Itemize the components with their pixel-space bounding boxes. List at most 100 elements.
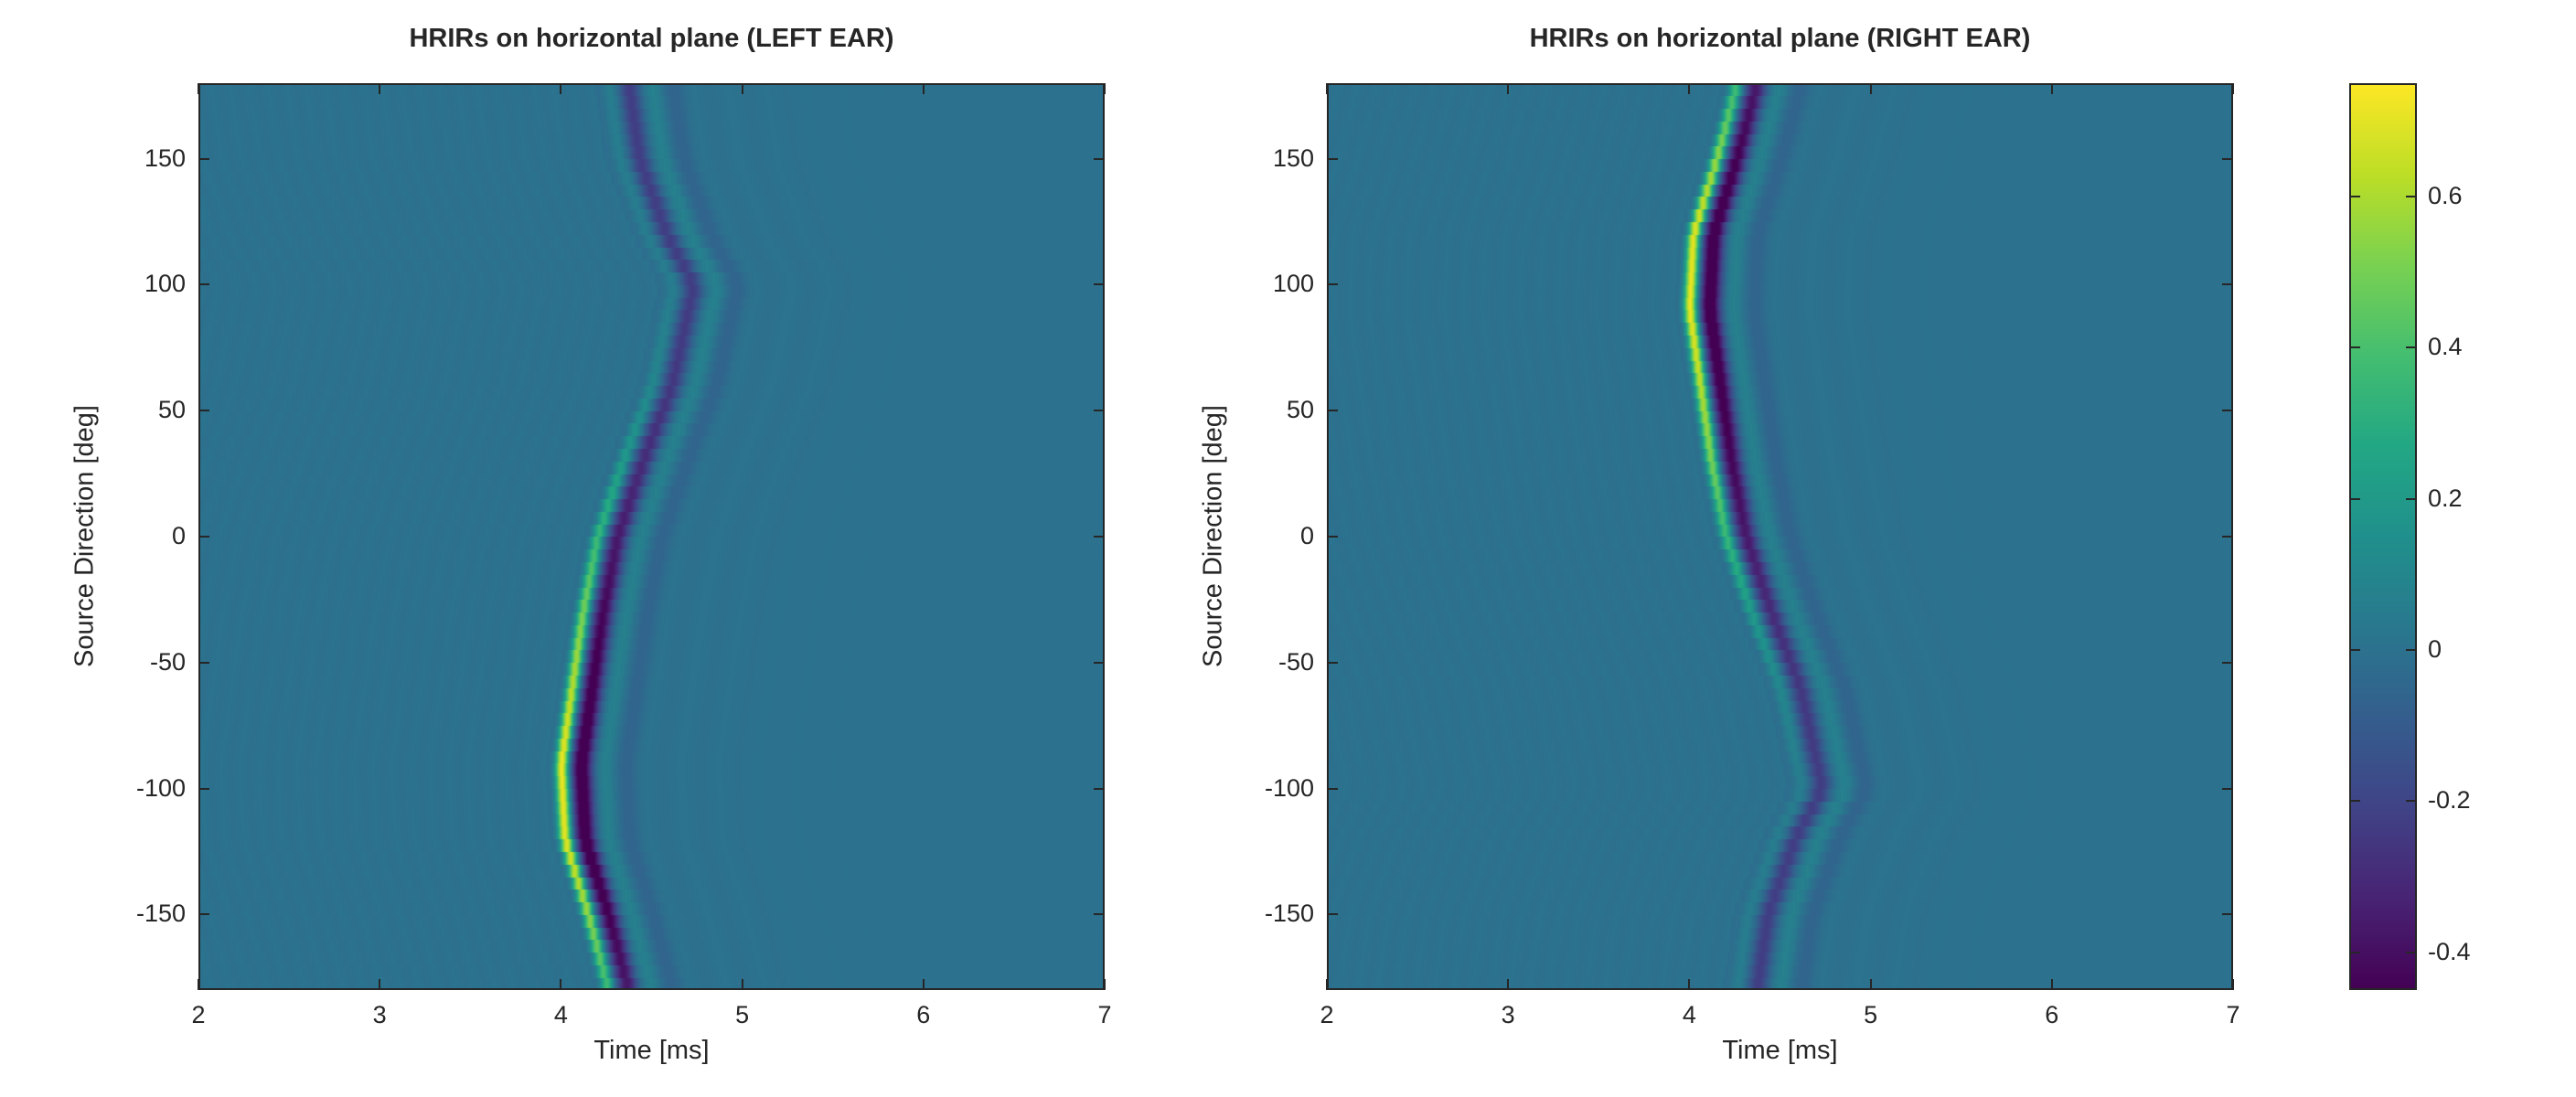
- colorbar-tick-mark: [2406, 346, 2417, 349]
- x-tick-mark: [1869, 979, 1872, 990]
- x-tick-mark: [1688, 979, 1691, 990]
- y-tick-mark: [2222, 157, 2233, 160]
- colorbar-tick-mark: [2349, 951, 2360, 953]
- y-tick-label: 150: [1272, 144, 1314, 172]
- x-tick-label: 6: [2045, 1001, 2059, 1028]
- x-tick-mark: [2232, 979, 2234, 990]
- y-tick-mark: [1327, 536, 1338, 538]
- colorbar-tick-label: 0: [2428, 635, 2442, 663]
- y-tick-mark: [1327, 157, 1338, 160]
- y-tick-label: 0: [171, 522, 186, 549]
- y-tick-mark: [1094, 536, 1105, 538]
- y-tick-mark: [1327, 787, 1338, 790]
- y-tick-mark: [198, 410, 209, 412]
- y-tick-mark: [198, 283, 209, 286]
- colorbar-tick-mark: [2406, 649, 2417, 651]
- x-tick-mark: [1688, 83, 1691, 94]
- colorbar-tick-mark: [2406, 497, 2417, 500]
- x-tick-mark: [2050, 979, 2053, 990]
- x-tick-mark: [198, 979, 199, 990]
- plot-title: HRIRs on horizontal plane (LEFT EAR): [409, 24, 894, 53]
- y-tick-label: -50: [1277, 647, 1314, 676]
- colorbar-tick-mark: [2349, 800, 2360, 803]
- x-tick-mark: [560, 979, 562, 990]
- y-tick-label: -100: [135, 773, 186, 802]
- colorbar-tick-mark: [2349, 196, 2360, 197]
- x-tick-label: 6: [916, 1001, 931, 1028]
- y-tick-label: -150: [1264, 900, 1314, 928]
- y-tick-label: -100: [1264, 773, 1314, 802]
- y-tick-mark: [1327, 661, 1338, 664]
- y-tick-mark: [2222, 410, 2233, 412]
- x-tick-label: 2: [191, 1001, 206, 1028]
- y-axis-label: Source Direction [deg]: [1198, 405, 1228, 667]
- y-tick-mark: [2222, 787, 2233, 790]
- x-tick-label: 7: [2226, 1001, 2240, 1028]
- y-tick-mark: [198, 536, 209, 538]
- x-tick-mark: [1326, 979, 1328, 990]
- y-tick-mark: [198, 787, 209, 790]
- x-tick-label: 3: [1501, 1001, 1515, 1028]
- x-tick-mark: [2050, 83, 2053, 94]
- y-tick-mark: [1094, 410, 1105, 412]
- y-tick-mark: [1094, 661, 1105, 664]
- x-tick-mark: [1104, 83, 1106, 94]
- y-tick-label: 100: [1272, 270, 1314, 298]
- y-tick-mark: [1327, 410, 1338, 412]
- y-tick-mark: [2222, 536, 2233, 538]
- plot-title: HRIRs on horizontal plane (RIGHT EAR): [1529, 24, 2031, 53]
- y-tick-label: 150: [144, 144, 186, 172]
- colorbar-tick-mark: [2406, 800, 2417, 803]
- x-tick-label: 5: [735, 1001, 750, 1028]
- y-tick-mark: [1094, 283, 1105, 286]
- y-tick-mark: [1327, 913, 1338, 916]
- x-tick-label: 2: [1320, 1001, 1334, 1028]
- y-tick-mark: [2222, 283, 2233, 286]
- colorbar-tick-label: -0.2: [2428, 786, 2471, 815]
- x-tick-mark: [1326, 83, 1328, 94]
- x-tick-label: 5: [1864, 1001, 1878, 1028]
- y-tick-label: 50: [157, 396, 186, 424]
- x-tick-mark: [922, 979, 925, 990]
- x-tick-mark: [1104, 979, 1106, 990]
- colorbar-tick-label: 0.4: [2428, 333, 2463, 361]
- y-tick-mark: [2222, 661, 2233, 664]
- y-tick-mark: [1094, 913, 1105, 916]
- y-axis-label: Source Direction [deg]: [69, 405, 100, 667]
- x-tick-mark: [198, 83, 199, 94]
- colorbar-tick-mark: [2349, 346, 2360, 349]
- x-tick-mark: [560, 83, 562, 94]
- colorbar-tick-label: 0.2: [2428, 484, 2463, 512]
- x-tick-mark: [922, 83, 925, 94]
- y-tick-mark: [1094, 787, 1105, 790]
- x-tick-label: 4: [1682, 1001, 1696, 1028]
- y-tick-mark: [198, 913, 209, 916]
- colorbar-tick-mark: [2349, 497, 2360, 500]
- y-tick-label: 0: [1299, 522, 1314, 549]
- colorbar-tick-mark: [2406, 951, 2417, 953]
- colorbar-tick-mark: [2349, 649, 2360, 651]
- y-tick-mark: [198, 661, 209, 664]
- y-tick-label: 100: [144, 270, 186, 298]
- y-tick-mark: [2222, 913, 2233, 916]
- x-tick-mark: [1507, 83, 1510, 94]
- x-tick-label: 3: [372, 1001, 387, 1028]
- x-tick-label: 7: [1097, 1001, 1112, 1028]
- y-tick-label: 50: [1286, 396, 1314, 424]
- y-tick-label: -50: [149, 647, 186, 676]
- x-tick-mark: [379, 83, 381, 94]
- colorbar-tick-mark: [2406, 196, 2417, 197]
- colorbar-tick-label: 0.6: [2428, 182, 2463, 209]
- colorbar: [2349, 83, 2417, 990]
- colorbar-tick-label: -0.4: [2428, 937, 2471, 965]
- x-axis-label: Time [ms]: [593, 1036, 710, 1065]
- y-tick-mark: [1327, 283, 1338, 286]
- x-tick-mark: [379, 979, 381, 990]
- heatmap-image: [1327, 83, 2233, 990]
- y-tick-mark: [1094, 157, 1105, 160]
- x-tick-mark: [1507, 979, 1510, 990]
- x-tick-mark: [741, 979, 743, 990]
- y-tick-mark: [198, 157, 209, 160]
- x-axis-label: Time [ms]: [1722, 1036, 1838, 1065]
